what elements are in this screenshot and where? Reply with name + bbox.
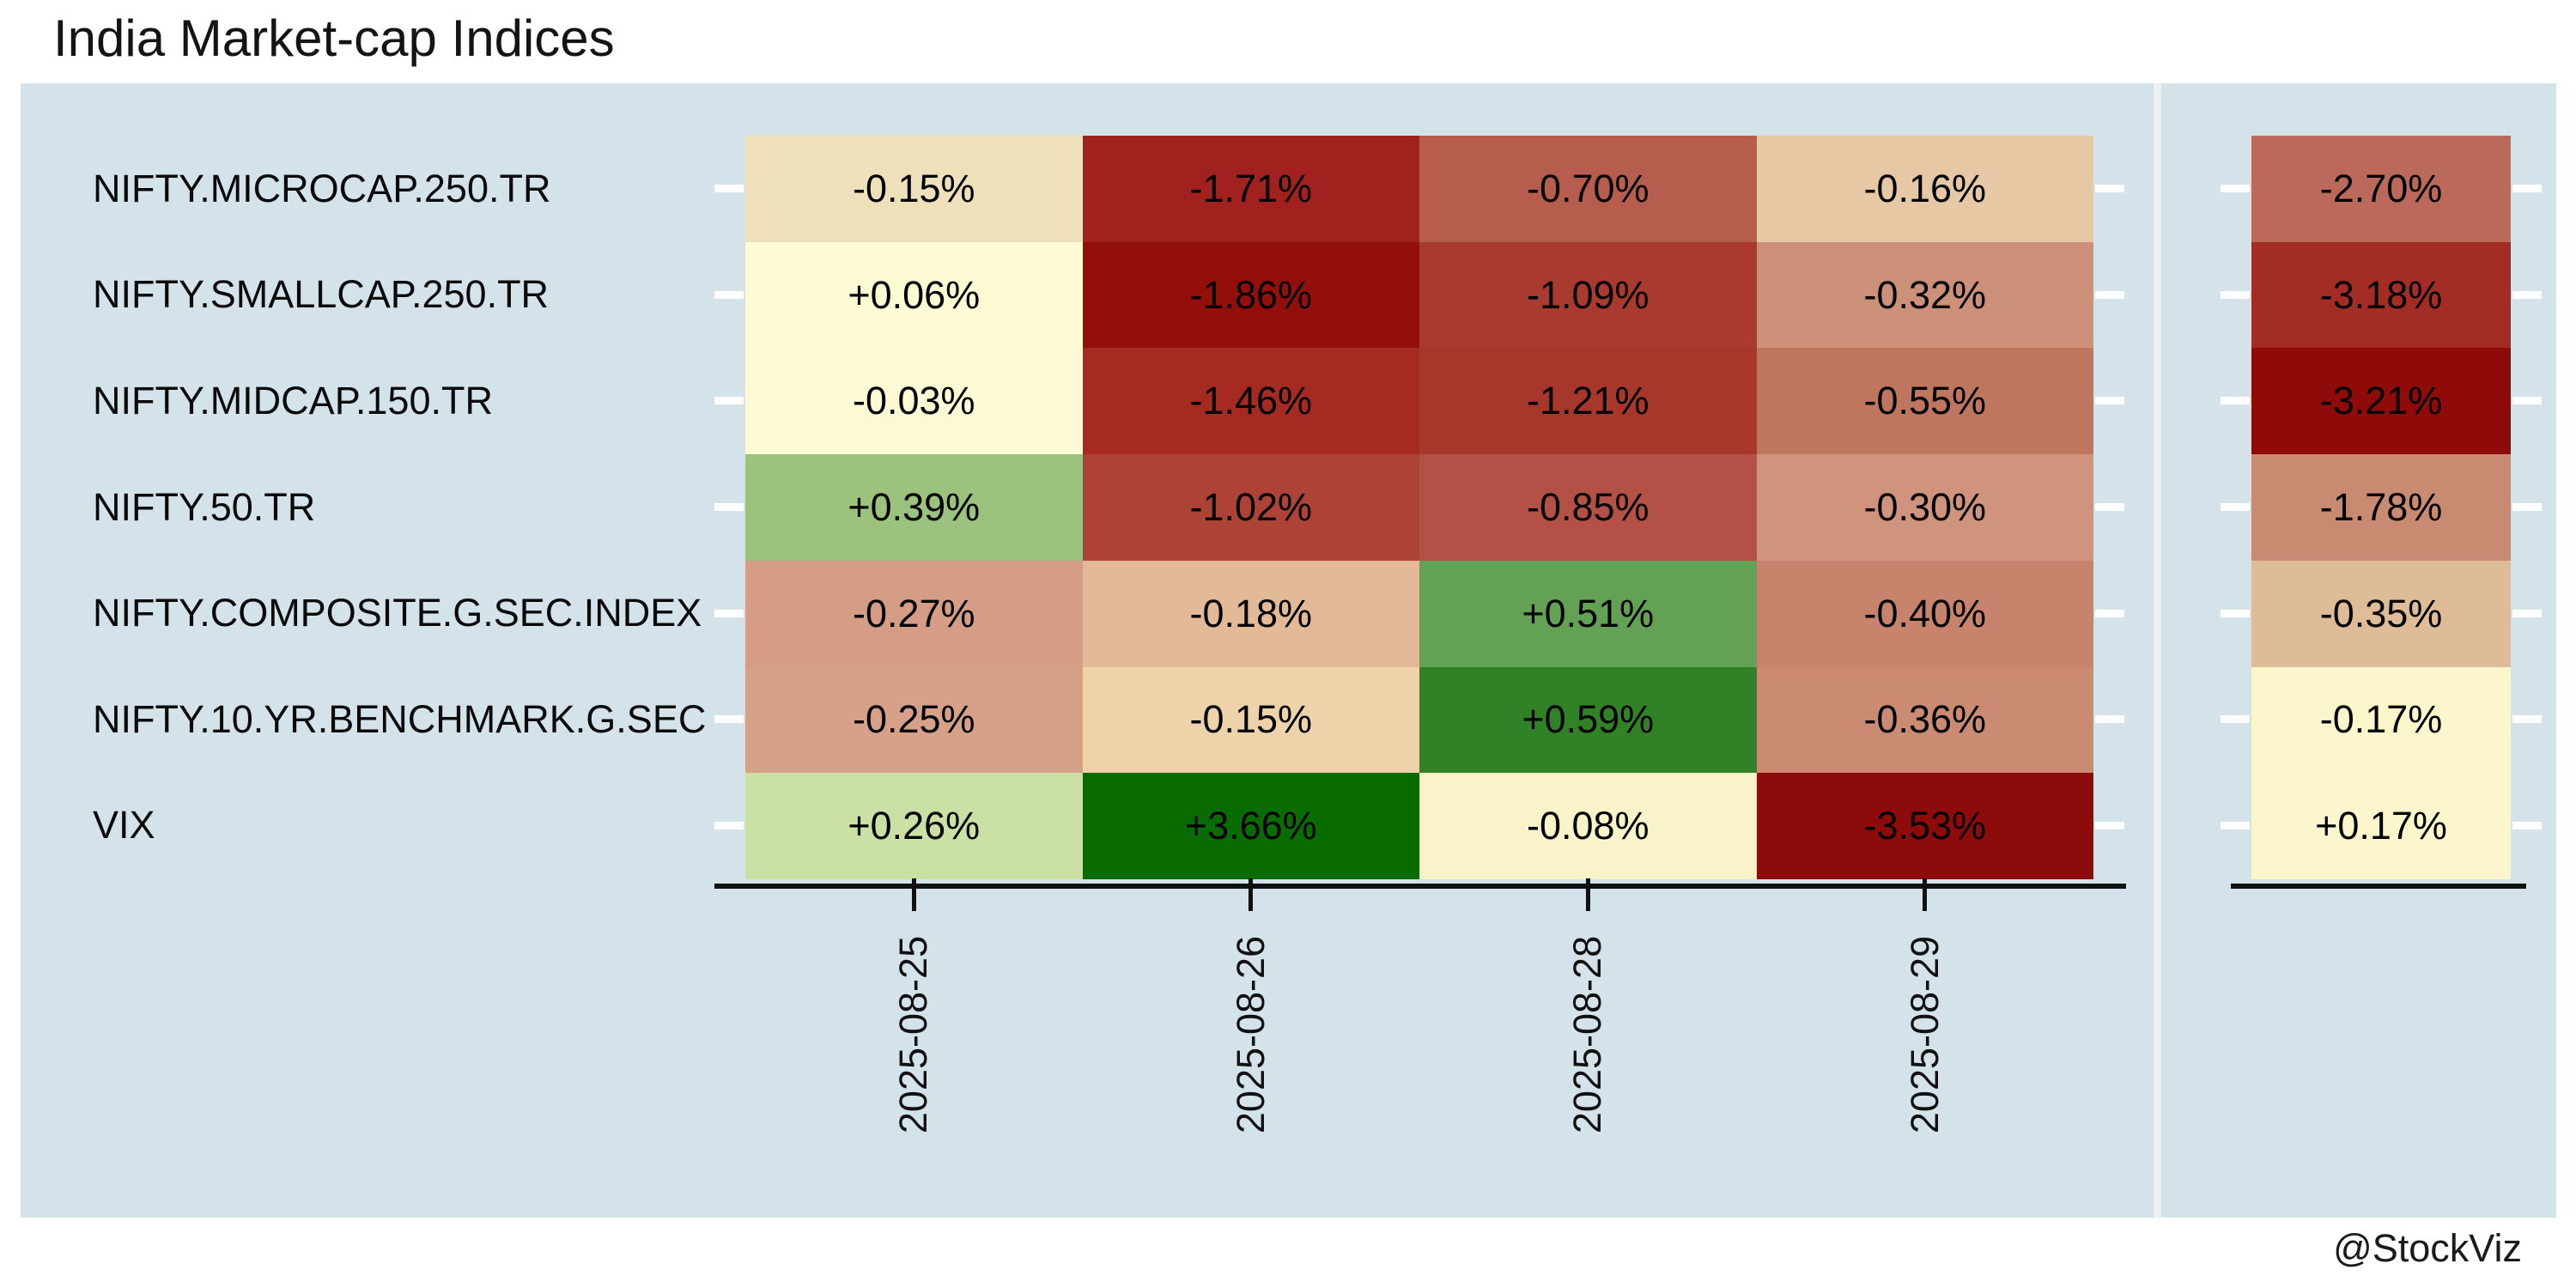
row-tick-mark [714,397,744,404]
row-tick-mark [2221,503,2250,511]
row-tick-mark [2512,610,2542,617]
heatmap-cell: +0.51% [1419,560,1757,667]
heatmap-cell: -3.53% [1756,773,2093,879]
x-axis-date-label: 2025-08-25 [891,935,935,1134]
row-label-10yr: NIFTY.10.YR.BENCHMARK.G.SEC [93,697,707,741]
summary-column-grid: -2.70% -3.18% -3.21% -1.78% -0.35% -0.17… [2251,136,2511,879]
x-axis-tick [912,878,916,911]
heatmap-cell: +3.66% [1082,773,1419,879]
row-tick-mark [714,822,744,829]
heatmap-cell: -0.70% [1419,136,1757,242]
heatmap-cell: -0.03% [745,348,1083,455]
heatmap-cell: -1.86% [1082,241,1419,349]
row-tick-mark [714,715,744,723]
summary-cell: -3.21% [2251,348,2511,455]
heatmap-cell: +0.59% [1419,666,1757,774]
summary-cell: -3.18% [2251,241,2511,349]
row-label-smallcap: NIFTY.SMALLCAP.250.TR [93,272,550,316]
heatmap-cell: -0.36% [1756,666,2093,774]
summary-cell: -2.70% [2251,136,2511,242]
row-tick-mark [2512,822,2542,829]
x-axis-line [714,884,2126,889]
heatmap-cell: -0.85% [1419,454,1757,561]
x-axis-date-label: 2025-08-26 [1229,935,1273,1134]
x-axis-tick [1923,878,1927,911]
row-tick-mark [714,185,744,192]
chart-title: India Market-cap Indices [53,9,615,67]
row-tick-mark [2221,397,2250,404]
heatmap-cell: +0.26% [745,773,1083,879]
heatmap-cell: -1.71% [1082,136,1419,242]
stockviz-watermark: @StockViz [2333,1226,2522,1270]
heatmap-cell: -1.46% [1082,348,1419,455]
summary-cell: -0.17% [2251,666,2511,774]
heatmap-cell: -1.21% [1419,348,1757,455]
row-tick-mark [2095,503,2124,511]
row-tick-mark [2512,291,2542,299]
heatmap-cell: -0.18% [1082,560,1419,667]
heatmap-cell: +0.39% [745,454,1083,561]
heatmap-cell: +0.06% [745,241,1083,349]
heatmap-cell: -0.32% [1756,241,2093,349]
row-tick-mark [2221,185,2250,192]
row-label-microcap: NIFTY.MICROCAP.250.TR [93,167,551,210]
row-tick-mark [714,291,744,299]
row-tick-mark [2221,715,2250,723]
row-label-vix: VIX [93,803,155,847]
heatmap-cell: -0.16% [1756,136,2093,242]
summary-axis-line [2231,884,2526,889]
heatmap-cell: -1.09% [1419,241,1757,349]
x-axis-tick [1586,878,1590,911]
row-tick-mark [2095,822,2124,829]
summary-cell: -1.78% [2251,454,2511,561]
row-tick-mark [2095,715,2124,723]
row-tick-mark [2221,822,2250,829]
row-tick-mark [2512,185,2542,192]
row-tick-mark [2095,185,2124,192]
panel-divider [2154,83,2161,1218]
summary-cell: +0.17% [2251,773,2511,879]
summary-cell: -0.35% [2251,560,2511,667]
row-tick-mark [714,503,744,511]
row-tick-mark [714,610,744,617]
row-tick-mark [2095,291,2124,299]
x-axis-tick [1249,878,1253,911]
heatmap-cell: -0.40% [1756,560,2093,667]
row-label-composite: NIFTY.COMPOSITE.G.SEC.INDEX [93,591,702,635]
heatmap-cell: -0.27% [745,560,1083,667]
heatmap-cell: -0.15% [1082,666,1419,774]
row-tick-mark [2221,291,2250,299]
heatmap-grid: -0.15% -1.71% -0.70% -0.16% +0.06% -1.86… [745,136,2093,879]
row-tick-mark [2512,503,2542,511]
heatmap-cell: -1.02% [1082,454,1419,561]
x-axis-date-label: 2025-08-29 [1903,935,1947,1134]
heatmap-cell: -0.30% [1756,454,2093,561]
row-label-nifty50: NIFTY.50.TR [93,485,316,529]
heatmap-cell: -0.55% [1756,348,2093,455]
row-tick-mark [2095,610,2124,617]
row-label-midcap: NIFTY.MIDCAP.150.TR [93,379,493,422]
heatmap-cell: -0.25% [745,666,1083,774]
row-tick-mark [2095,397,2124,404]
heatmap-cell: -0.08% [1419,773,1757,879]
row-tick-mark [2221,610,2250,617]
row-tick-mark [2512,397,2542,404]
heatmap-cell: -0.15% [745,136,1083,242]
row-tick-mark [2512,715,2542,723]
x-axis-date-label: 2025-08-28 [1565,935,1609,1134]
